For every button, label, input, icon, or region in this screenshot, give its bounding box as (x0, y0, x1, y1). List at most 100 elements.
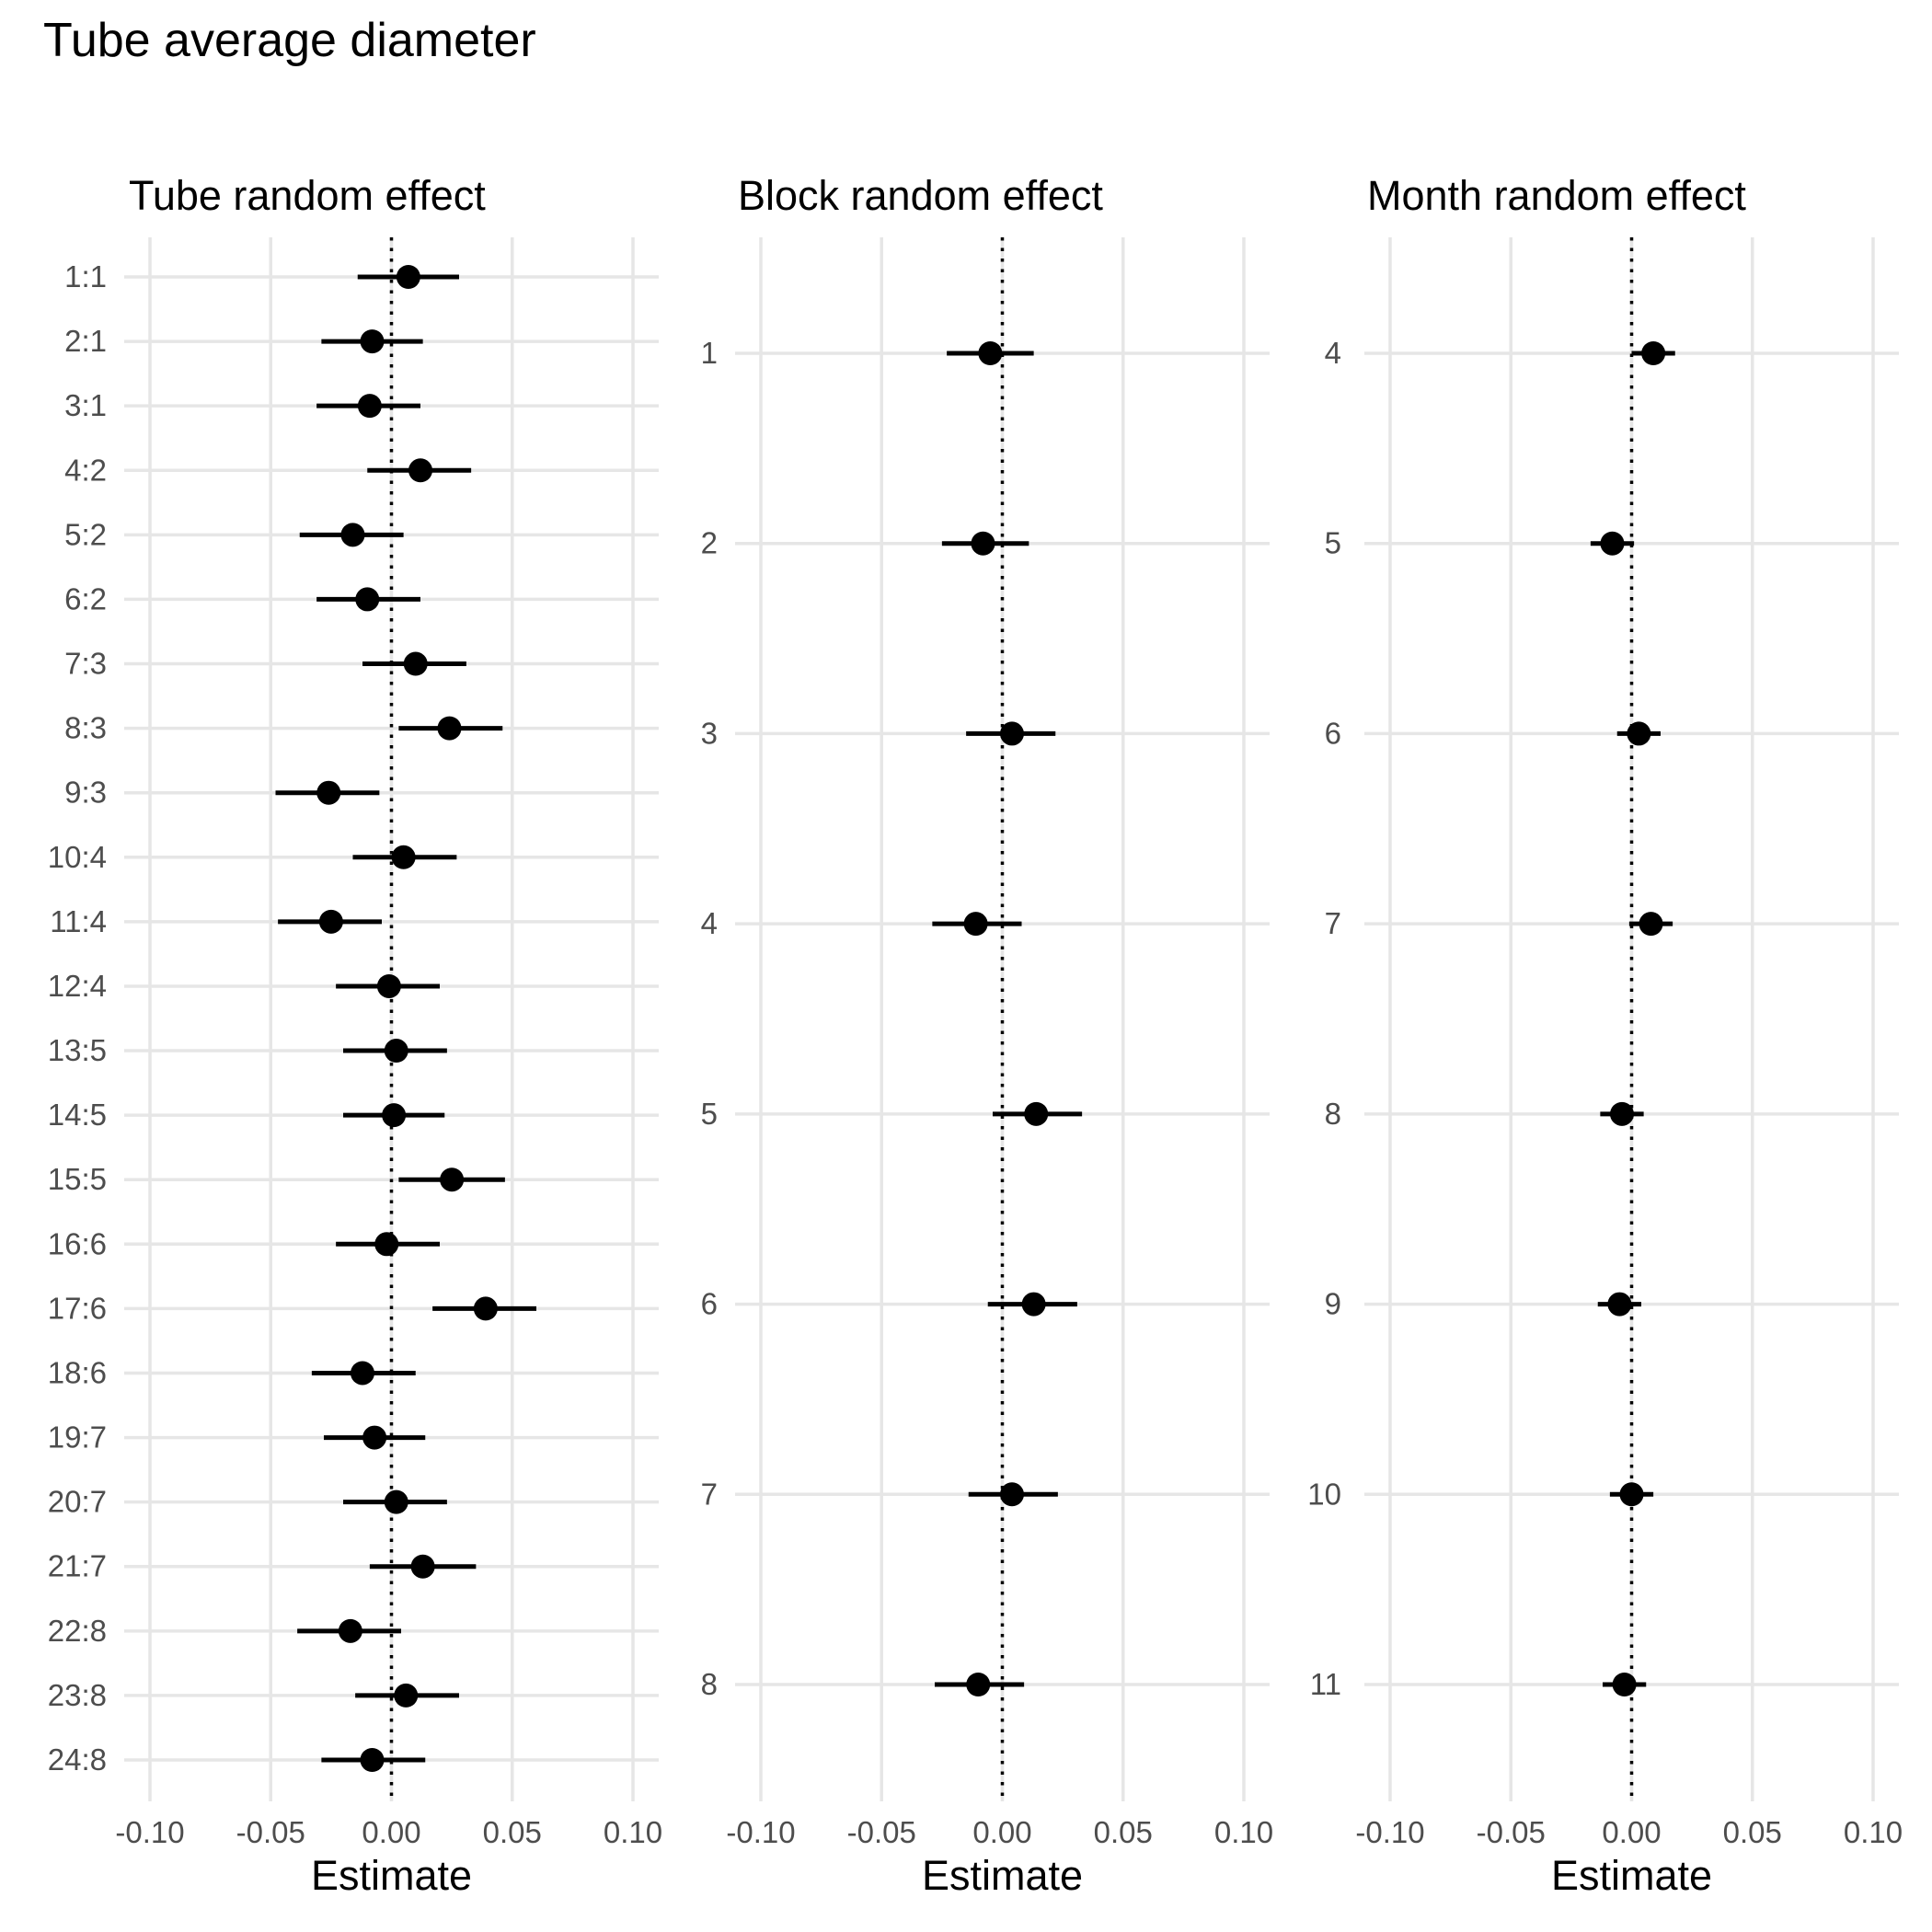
panel1-title: Tube random effect (129, 172, 486, 219)
panel2-xtick-2: 0.00 (972, 1815, 1031, 1849)
panel3-ytick-5: 5 (1325, 526, 1341, 560)
panel1-point-3:1 (357, 394, 382, 419)
panel1-point-21:7 (410, 1554, 435, 1579)
panel2-point-2 (971, 531, 995, 556)
panel1-point-10:4 (391, 845, 416, 869)
panel3-xtick-3: 0.05 (1723, 1815, 1782, 1849)
panel2-xlabel: Estimate (922, 1852, 1083, 1899)
panel3-ytick-7: 7 (1325, 906, 1341, 940)
panel1-ytick-20:7: 20:7 (48, 1485, 107, 1519)
panel3-point-7 (1639, 912, 1663, 937)
panel1-ytick-13:5: 13:5 (48, 1033, 107, 1067)
panel3-ytick-8: 8 (1325, 1097, 1341, 1131)
panel1-point-16:6 (374, 1232, 399, 1257)
panel1-ytick-19:7: 19:7 (48, 1420, 107, 1455)
panel1-ytick-5:2: 5:2 (64, 517, 107, 551)
panel2-point-3 (1000, 721, 1024, 746)
panel1-xtick-4: 0.10 (604, 1815, 662, 1849)
panel1-point-20:7 (384, 1489, 408, 1514)
panel3-point-9 (1607, 1292, 1632, 1317)
panel1-ytick-18:6: 18:6 (48, 1355, 107, 1389)
panel1-point-2:1 (360, 329, 385, 354)
panel2-ytick-6: 6 (701, 1287, 718, 1321)
panel3-point-11 (1612, 1673, 1637, 1696)
panel3-xlabel: Estimate (1551, 1852, 1712, 1899)
panel3-point-10 (1619, 1482, 1644, 1507)
panel2-point-7 (1000, 1482, 1024, 1507)
panel2-point-5 (1024, 1101, 1049, 1126)
panel1-ytick-17:6: 17:6 (48, 1291, 107, 1325)
panel3-point-5 (1600, 531, 1625, 556)
panel1-point-17:6 (473, 1296, 498, 1321)
panel1-xlabel: Estimate (311, 1852, 472, 1899)
panel2-ytick-5: 5 (701, 1097, 718, 1131)
panel1-point-7:3 (403, 651, 428, 676)
panel1-point-18:6 (351, 1361, 374, 1386)
panel1-ytick-15:5: 15:5 (48, 1162, 107, 1196)
panel3-ytick-11: 11 (1310, 1667, 1341, 1701)
panel1-point-1:1 (396, 265, 420, 289)
panel1-xtick-3: 0.05 (483, 1815, 542, 1849)
panel1-point-6:2 (355, 587, 380, 612)
panel2-title: Block random effect (738, 172, 1103, 219)
panel2-xtick-4: 0.10 (1214, 1815, 1273, 1849)
panel2-point-4 (963, 912, 988, 937)
panel3-xtick-0: -0.10 (1355, 1815, 1424, 1849)
chart-title: Tube average diameter (43, 14, 536, 67)
panel1-point-4:2 (408, 458, 432, 483)
panel3-point-8 (1610, 1101, 1634, 1126)
panel1-point-23:8 (394, 1683, 419, 1708)
panel3-point-4 (1641, 341, 1666, 365)
panel1-ytick-12:4: 12:4 (48, 969, 107, 1003)
panel1-ytick-1:1: 1:1 (64, 259, 107, 293)
panel1-point-8:3 (437, 716, 462, 741)
panel1-ytick-9:3: 9:3 (64, 776, 107, 810)
panel2-xtick-1: -0.05 (847, 1815, 916, 1849)
panel1-point-15:5 (440, 1167, 465, 1192)
panel3-point-6 (1627, 721, 1651, 746)
panel1-point-24:8 (360, 1748, 385, 1772)
panel2-ytick-2: 2 (701, 526, 718, 560)
panel1-ytick-7:3: 7:3 (64, 647, 107, 681)
panel1-ytick-24:8: 24:8 (48, 1742, 107, 1777)
panel3-ytick-10: 10 (1307, 1477, 1341, 1511)
panel1-ytick-11:4: 11:4 (50, 904, 107, 938)
panel2-ytick-3: 3 (701, 716, 718, 750)
panel1-point-12:4 (376, 973, 401, 998)
panel1-point-9:3 (316, 780, 341, 805)
panel1-ytick-6:2: 6:2 (64, 581, 107, 615)
panel2-xtick-3: 0.05 (1094, 1815, 1153, 1849)
panel2-point-8 (966, 1673, 991, 1696)
panel1-xtick-1: -0.05 (236, 1815, 305, 1849)
panel2-point-6 (1021, 1292, 1046, 1317)
panel3-ytick-6: 6 (1325, 716, 1341, 750)
panel3-xtick-4: 0.10 (1844, 1815, 1903, 1849)
panel1-ytick-21:7: 21:7 (48, 1549, 107, 1583)
panel1-point-11:4 (318, 909, 343, 934)
panel3-title: Month random effect (1367, 172, 1746, 219)
panel2-ytick-8: 8 (701, 1667, 718, 1701)
panel2-ytick-1: 1 (701, 336, 718, 370)
panel1-ytick-16:6: 16:6 (48, 1226, 107, 1260)
panel1-point-22:8 (338, 1618, 362, 1643)
panel1-ytick-4:2: 4:2 (64, 453, 107, 487)
panel1-ytick-2:1: 2:1 (64, 324, 107, 358)
panel2-xtick-0: -0.10 (726, 1815, 795, 1849)
panel2-ytick-4: 4 (701, 906, 718, 940)
panel3-xtick-2: 0.00 (1602, 1815, 1661, 1849)
panel1-point-19:7 (362, 1425, 387, 1450)
panel1-xtick-2: 0.00 (362, 1815, 420, 1849)
panel1-ytick-8:3: 8:3 (64, 711, 107, 745)
panel1-ytick-3:1: 3:1 (64, 388, 107, 422)
panel1-point-14:5 (382, 1103, 407, 1128)
panel2-point-1 (978, 341, 1003, 365)
panel3-ytick-4: 4 (1325, 336, 1341, 370)
panel1-ytick-23:8: 23:8 (48, 1678, 107, 1712)
panel1-ytick-10:4: 10:4 (48, 840, 107, 874)
panel3-xtick-1: -0.05 (1477, 1815, 1546, 1849)
panel1-xtick-0: -0.10 (115, 1815, 184, 1849)
panel3-ytick-9: 9 (1325, 1287, 1341, 1321)
panel1-ytick-14:5: 14:5 (48, 1098, 107, 1132)
panel2-ytick-7: 7 (701, 1477, 718, 1511)
